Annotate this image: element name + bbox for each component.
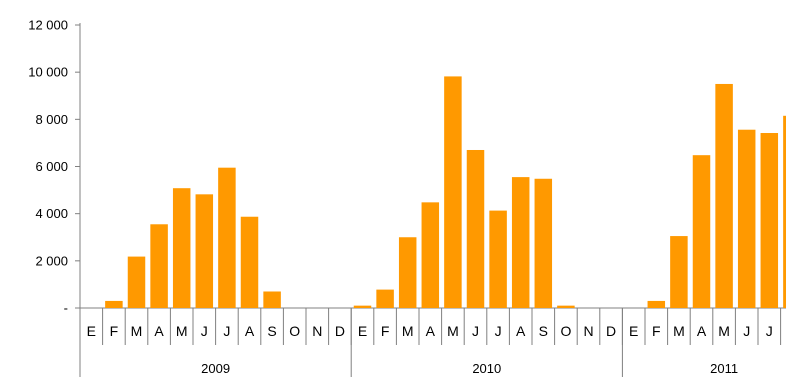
- y-tick-label: -: [64, 301, 68, 316]
- bar: [715, 83, 733, 308]
- bar: [218, 167, 236, 308]
- bar: [670, 236, 688, 308]
- y-tick-label: 2 000: [35, 253, 68, 268]
- bar: [398, 237, 417, 308]
- x-category-label: O: [560, 323, 571, 339]
- x-category-label: S: [267, 323, 276, 339]
- x-category-label: J: [472, 323, 479, 339]
- x-category-label: M: [718, 323, 730, 339]
- x-category-label: E: [358, 323, 367, 339]
- bar: [195, 194, 214, 308]
- x-category-label: F: [381, 323, 390, 339]
- chart-labels: EFMAMJJASOND2009EFMAMJJASOND2010EFMAMJJA…: [87, 323, 773, 376]
- x-category-label: M: [176, 323, 188, 339]
- x-group-year-label: 2011: [710, 361, 738, 376]
- bar: [489, 210, 507, 308]
- y-tick-label: 12 000: [28, 18, 68, 33]
- bar: [376, 289, 394, 308]
- x-category-label: M: [447, 323, 459, 339]
- x-category-label: J: [201, 323, 208, 339]
- bar: [737, 129, 756, 308]
- bar: [421, 202, 440, 308]
- x-category-label: M: [131, 323, 143, 339]
- x-category-label: A: [154, 323, 164, 339]
- bar: [557, 305, 575, 308]
- x-category-label: J: [766, 323, 773, 339]
- x-category-label: M: [402, 323, 414, 339]
- x-group-year-label: 2009: [201, 361, 230, 376]
- x-category-label: D: [606, 323, 616, 339]
- bar: [127, 256, 146, 308]
- bar: [647, 300, 666, 308]
- bar: [353, 305, 372, 308]
- y-tick-label: 10 000: [28, 65, 68, 80]
- bar: [692, 155, 711, 308]
- x-category-label: A: [245, 323, 255, 339]
- x-category-label: N: [312, 323, 322, 339]
- bar: [172, 188, 191, 308]
- x-category-label: N: [583, 323, 593, 339]
- bar: [105, 300, 123, 308]
- x-category-label: A: [697, 323, 707, 339]
- x-category-label: E: [629, 323, 638, 339]
- bar: [511, 177, 530, 308]
- x-category-label: J: [743, 323, 750, 339]
- y-tick-label: 8 000: [35, 112, 68, 127]
- x-category-label: A: [426, 323, 436, 339]
- bar: [466, 149, 485, 308]
- chart-bars: [105, 76, 786, 308]
- bar: [240, 216, 259, 308]
- x-category-label: F: [652, 323, 661, 339]
- bar: [263, 291, 281, 308]
- bar: [783, 115, 786, 308]
- x-category-label: O: [289, 323, 300, 339]
- x-category-label: F: [110, 323, 119, 339]
- x-category-label: J: [495, 323, 502, 339]
- x-category-label: D: [335, 323, 345, 339]
- x-category-label: S: [539, 323, 548, 339]
- x-category-label: J: [223, 323, 230, 339]
- bar: [760, 133, 779, 308]
- x-category-label: E: [87, 323, 96, 339]
- bar: [534, 178, 553, 308]
- bar: [444, 76, 462, 308]
- x-category-label: A: [516, 323, 526, 339]
- y-tick-label: 6 000: [35, 159, 68, 174]
- bar: [150, 224, 168, 308]
- x-group-year-label: 2010: [472, 361, 501, 376]
- x-category-label: M: [673, 323, 685, 339]
- y-tick-label: 4 000: [35, 206, 68, 221]
